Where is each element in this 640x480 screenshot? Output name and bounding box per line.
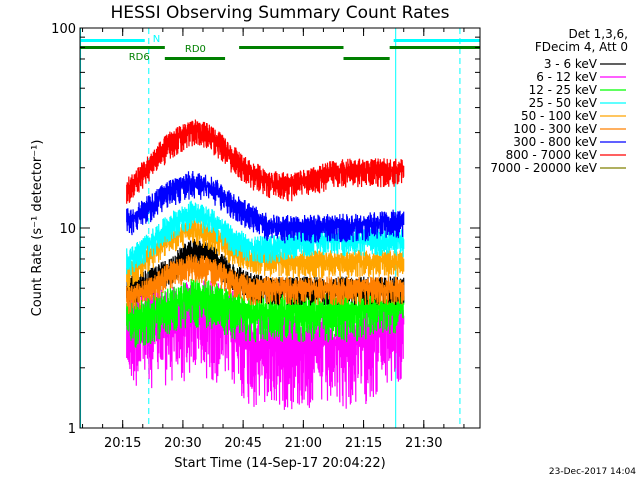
x-tick-label: 21:30: [405, 436, 442, 451]
y-tick-label: 100: [51, 22, 76, 37]
legend-label: 25 - 50 keV: [529, 96, 598, 110]
x-tick-label: 21:15: [345, 436, 382, 451]
series-6-trace: [126, 170, 405, 244]
legend-label: 300 - 800 keV: [513, 135, 597, 149]
rd0-bar: [389, 46, 480, 49]
y-axis-label: Count Rate (s⁻¹ detector⁻¹): [30, 140, 45, 317]
legend-label: 6 - 12 keV: [536, 70, 598, 84]
series-2-trace: [126, 278, 405, 348]
annotation-rd0: RD0: [185, 44, 206, 55]
legend-label: 12 - 25 keV: [529, 83, 598, 97]
night-bar: [80, 39, 145, 42]
legend-label: 100 - 300 keV: [513, 122, 597, 136]
x-axis-label: Start Time (14-Sep-17 20:04:22): [174, 456, 385, 471]
legend-label: 50 - 100 keV: [521, 109, 598, 123]
series-layer: [126, 119, 405, 410]
axes-layer: 20:15 20:30 20:45 21:00 21:15 21:30 1 10 100: [51, 22, 480, 451]
legend-header-line: Det 1,3,6,: [569, 27, 629, 41]
x-tick-label: 20:15: [104, 436, 141, 451]
rd0-bar: [239, 46, 344, 49]
rd6-bar: [164, 57, 226, 60]
annotation-n: N: [153, 34, 160, 45]
footer-date: 23-Dec-2017 14:04: [549, 467, 636, 477]
legend-label: 800 - 7000 keV: [506, 148, 598, 162]
y-tick-label: 10: [59, 222, 76, 237]
x-tick-label: 20:45: [224, 436, 261, 451]
rd0-bar: [80, 46, 165, 49]
chart-title: HESSI Observing Summary Count Rates: [110, 3, 449, 23]
y-tick-label: 1: [68, 422, 76, 437]
night-bar: [393, 39, 480, 42]
legend-header-line: FDecim 4, Att 0: [535, 40, 628, 54]
rd6-bar: [343, 57, 390, 60]
annotation-rd6: RD6: [129, 52, 150, 63]
legend-label: 7000 - 20000 keV: [490, 161, 597, 175]
series-5-trace: [126, 254, 405, 315]
legend-label: 3 - 6 keV: [544, 57, 598, 71]
series-7-trace: [126, 119, 405, 204]
x-tick-label: 20:30: [164, 436, 201, 451]
x-tick-label: 21:00: [285, 436, 322, 451]
